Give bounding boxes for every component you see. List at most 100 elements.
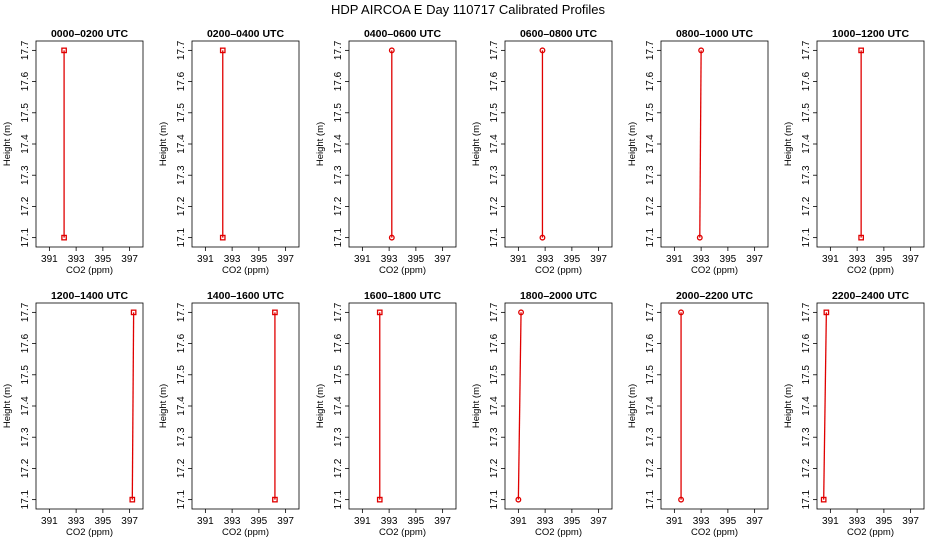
y-tick-label: 17.5 — [645, 365, 656, 385]
y-axis-label: Height (m) — [471, 384, 482, 428]
x-tick-label: 395 — [876, 254, 893, 265]
y-tick-label: 17.2 — [489, 458, 500, 478]
y-tick-label: 17.3 — [176, 427, 187, 447]
y-tick-label: 17.2 — [645, 196, 656, 216]
panel-title: 1400–1600 UTC — [207, 290, 284, 302]
plot-frame — [816, 302, 925, 510]
panel: 0000–0200 UTC 391 393 395 397 17.1 17.2 17.3 17.… — [2, 28, 144, 276]
y-tick-label: 17.1 — [20, 227, 31, 247]
x-tick-label: 391 — [197, 254, 214, 265]
y-axis-label: Height (m) — [471, 122, 482, 166]
y-axis-label: Height (m) — [315, 384, 326, 428]
y-tick-label: 17.1 — [801, 489, 812, 509]
x-tick-label: 391 — [666, 254, 683, 265]
data-point — [61, 234, 67, 241]
x-tick-label: 393 — [537, 516, 554, 527]
y-axis-label: Height (m) — [783, 122, 794, 166]
x-tick-label: 395 — [720, 254, 737, 265]
plot-frame — [191, 302, 300, 510]
y-tick-label: 17.6 — [801, 333, 812, 353]
x-tick-label: 391 — [510, 254, 527, 265]
y-tick-label: 17.1 — [176, 227, 187, 247]
y-tick-label: 17.7 — [176, 302, 187, 322]
y-tick-label: 17.6 — [176, 333, 187, 353]
y-tick-label: 17.2 — [333, 458, 344, 478]
x-axis-label: CO2 (ppm) — [222, 265, 269, 276]
panel: 2000–2200 UTC 391 393 395 397 17.1 17.2 17.3 17.… — [627, 290, 769, 538]
data-point — [696, 234, 703, 241]
y-tick-label: 17.7 — [333, 40, 344, 60]
x-tick-label: 395 — [876, 516, 893, 527]
y-tick-label: 17.6 — [176, 71, 187, 91]
panel: 0400–0600 UTC 391 393 395 397 17.1 17.2 17.3 17.… — [315, 28, 457, 276]
y-tick-label: 17.6 — [489, 333, 500, 353]
y-tick-label: 17.2 — [801, 196, 812, 216]
plot-frame — [191, 40, 300, 248]
x-tick-label: 393 — [224, 516, 241, 527]
y-tick-label: 17.2 — [645, 458, 656, 478]
y-tick-label: 17.4 — [489, 396, 500, 416]
x-tick-label: 397 — [277, 516, 294, 527]
y-tick-label: 17.6 — [20, 333, 31, 353]
y-tick-label: 17.1 — [489, 227, 500, 247]
x-axis-label: CO2 (ppm) — [222, 527, 269, 538]
figure-title: HDP AIRCOA E Day 110717 Calibrated Profi… — [331, 2, 606, 17]
x-axis-label: CO2 (ppm) — [379, 265, 426, 276]
data-point — [376, 309, 383, 316]
y-tick-label: 17.7 — [176, 40, 187, 60]
data-point — [272, 496, 278, 503]
x-axis-label: CO2 (ppm) — [847, 265, 894, 276]
y-tick-label: 17.2 — [801, 458, 812, 478]
y-tick-label: 17.6 — [333, 333, 344, 353]
x-tick-label: 393 — [537, 254, 554, 265]
data-point — [388, 234, 395, 241]
x-axis-label: CO2 (ppm) — [535, 265, 582, 276]
x-tick-label: 393 — [693, 254, 710, 265]
panel-title: 0800–1000 UTC — [676, 28, 753, 40]
y-tick-label: 17.2 — [20, 196, 31, 216]
panel: 1400–1600 UTC 391 393 395 397 17.1 17.2 17.3 17.… — [158, 290, 300, 538]
plot-frame — [348, 302, 457, 510]
y-tick-label: 17.3 — [489, 427, 500, 447]
y-tick-label: 17.4 — [176, 396, 187, 416]
y-tick-label: 17.1 — [489, 489, 500, 509]
x-tick-label: 391 — [197, 516, 214, 527]
x-tick-label: 391 — [354, 254, 371, 265]
x-tick-label: 393 — [68, 254, 85, 265]
x-tick-label: 391 — [666, 516, 683, 527]
y-tick-label: 17.3 — [333, 427, 344, 447]
panel: 1200–1400 UTC 391 393 395 397 17.1 17.2 17.3 17.… — [2, 290, 144, 538]
data-point — [858, 234, 864, 241]
y-tick-label: 17.4 — [333, 396, 344, 416]
profile-line — [517, 312, 522, 500]
panel-title: 1800–2000 UTC — [520, 290, 597, 302]
y-tick-label: 17.7 — [20, 302, 31, 322]
x-tick-label: 397 — [746, 516, 763, 527]
y-tick-label: 17.1 — [645, 489, 656, 509]
y-tick-label: 17.1 — [645, 227, 656, 247]
data-point — [823, 309, 830, 316]
profile-line — [699, 50, 702, 238]
data-point — [129, 496, 136, 503]
y-tick-label: 17.5 — [489, 365, 500, 385]
y-tick-label: 17.4 — [645, 134, 656, 154]
y-tick-label: 17.7 — [20, 40, 31, 60]
y-axis-label: Height (m) — [315, 122, 326, 166]
x-tick-label: 393 — [693, 516, 710, 527]
x-tick-label: 397 — [590, 516, 607, 527]
y-tick-label: 17.3 — [645, 165, 656, 185]
y-tick-label: 17.2 — [176, 458, 187, 478]
data-point — [376, 496, 383, 503]
y-tick-label: 17.1 — [333, 489, 344, 509]
plot-frame — [816, 40, 925, 248]
y-tick-label: 17.3 — [489, 165, 500, 185]
plot-frame — [35, 40, 144, 248]
y-tick-label: 17.5 — [176, 103, 187, 123]
y-tick-label: 17.1 — [20, 489, 31, 509]
y-tick-label: 17.2 — [176, 196, 187, 216]
x-tick-label: 395 — [251, 254, 268, 265]
y-axis-label: Height (m) — [627, 384, 638, 428]
y-tick-label: 17.7 — [801, 40, 812, 60]
data-point — [61, 47, 67, 54]
